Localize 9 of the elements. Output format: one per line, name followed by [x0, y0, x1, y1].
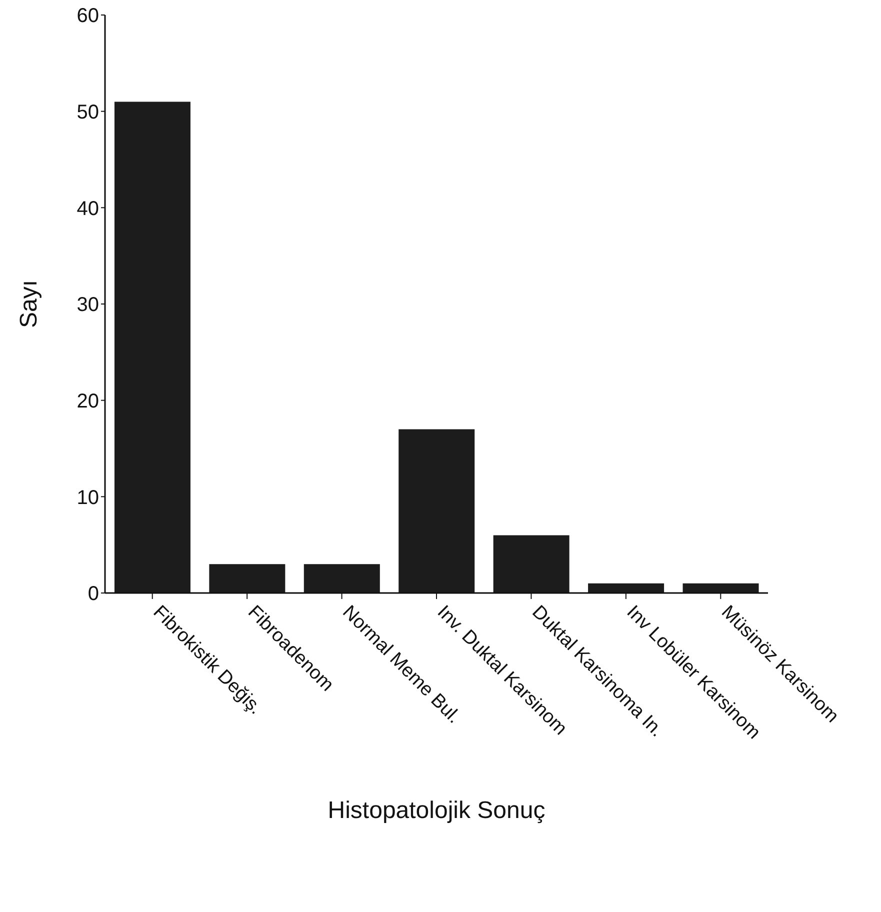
y-tick-label: 20	[76, 390, 99, 412]
x-axis-title: Histopatolojik Sonuç	[328, 797, 546, 824]
y-tick-label: 30	[76, 294, 99, 316]
y-axis-title: Sayı	[16, 280, 43, 328]
y-tick-label: 0	[88, 583, 99, 606]
y-tick-label: 50	[76, 101, 99, 124]
y-tick-label: 40	[76, 198, 99, 220]
y-tick-label: 60	[76, 5, 99, 28]
y-tick-label: 10	[76, 486, 99, 509]
